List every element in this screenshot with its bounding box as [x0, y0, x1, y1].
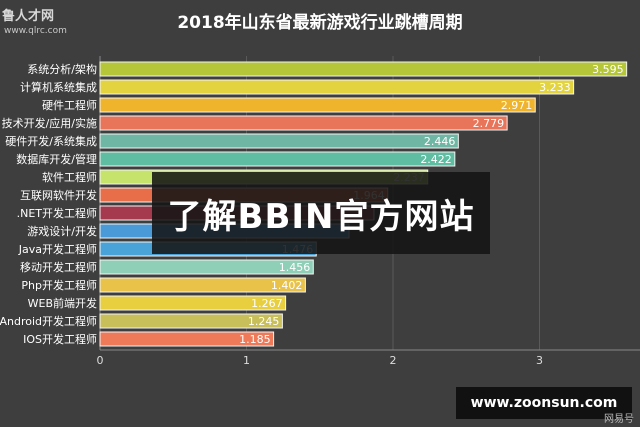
bar-value-label: 2.446: [424, 135, 456, 148]
x-tick-label: 3: [536, 354, 543, 367]
bar: [99, 79, 575, 95]
promo-headline: 了解BBIN官方网站: [167, 196, 475, 237]
bar-value-label: 2.971: [501, 99, 533, 112]
category-label: 系统分析/架构: [27, 62, 97, 76]
bar-value-label: 2.422: [420, 153, 452, 166]
category-label: 技术开发/应用/实施: [2, 116, 97, 130]
bar: [99, 97, 536, 113]
bar-value-label: 1.267: [251, 297, 283, 310]
bar: [99, 331, 275, 347]
bar: [99, 295, 287, 311]
category-label: IOS开发工程师: [23, 332, 97, 346]
category-label: 游戏设计/开发: [27, 224, 97, 238]
category-label: .NET开发工程师: [17, 206, 97, 220]
category-label: 硬件开发/系统集成: [5, 134, 97, 148]
bar: [99, 133, 459, 149]
x-tick-label: 1: [243, 354, 250, 367]
bar: [99, 259, 314, 275]
category-label: 硬件工程师: [42, 99, 97, 112]
bar-value-label: 2.779: [473, 117, 505, 130]
watermark-brand: 鲁人才网: [2, 8, 54, 24]
category-label: 移动开发工程师: [20, 260, 97, 274]
bar: [99, 151, 456, 167]
watermark-url: www.qlrc.com: [4, 26, 67, 36]
chart-title: 2018年山东省最新游戏行业跳槽周期: [177, 12, 462, 33]
category-label: 互联网软件开发: [20, 188, 97, 202]
site-watermark-box: www.zoonsun.com: [456, 387, 632, 419]
site-watermark: www.zoonsun.com: [470, 395, 618, 411]
promo-overlay: 了解BBIN官方网站: [152, 172, 490, 254]
bar-value-label: 1.185: [239, 333, 271, 346]
bar-value-label: 1.245: [248, 315, 280, 328]
category-label: WEB前端开发: [28, 296, 97, 310]
category-label: 软件工程师: [42, 170, 97, 184]
x-tick-label: 2: [390, 354, 397, 367]
bar-value-label: 3.595: [592, 63, 624, 76]
bar-value-label: 1.402: [271, 279, 303, 292]
category-label: Php开发工程师: [21, 278, 97, 292]
bar: [99, 61, 628, 77]
category-label: 数据库开发/管理: [16, 152, 97, 166]
bar: [99, 313, 283, 329]
bar: [99, 277, 306, 293]
category-label: Java开发工程师: [18, 242, 97, 256]
bar: [99, 115, 508, 131]
bar-value-label: 1.456: [279, 261, 311, 274]
category-label: 计算机系统集成: [20, 80, 97, 94]
corner-watermark: 网易号: [604, 414, 634, 425]
category-label: Android开发工程师: [0, 314, 97, 328]
bar-value-label: 3.233: [539, 81, 571, 94]
x-tick-label: 0: [97, 354, 104, 367]
